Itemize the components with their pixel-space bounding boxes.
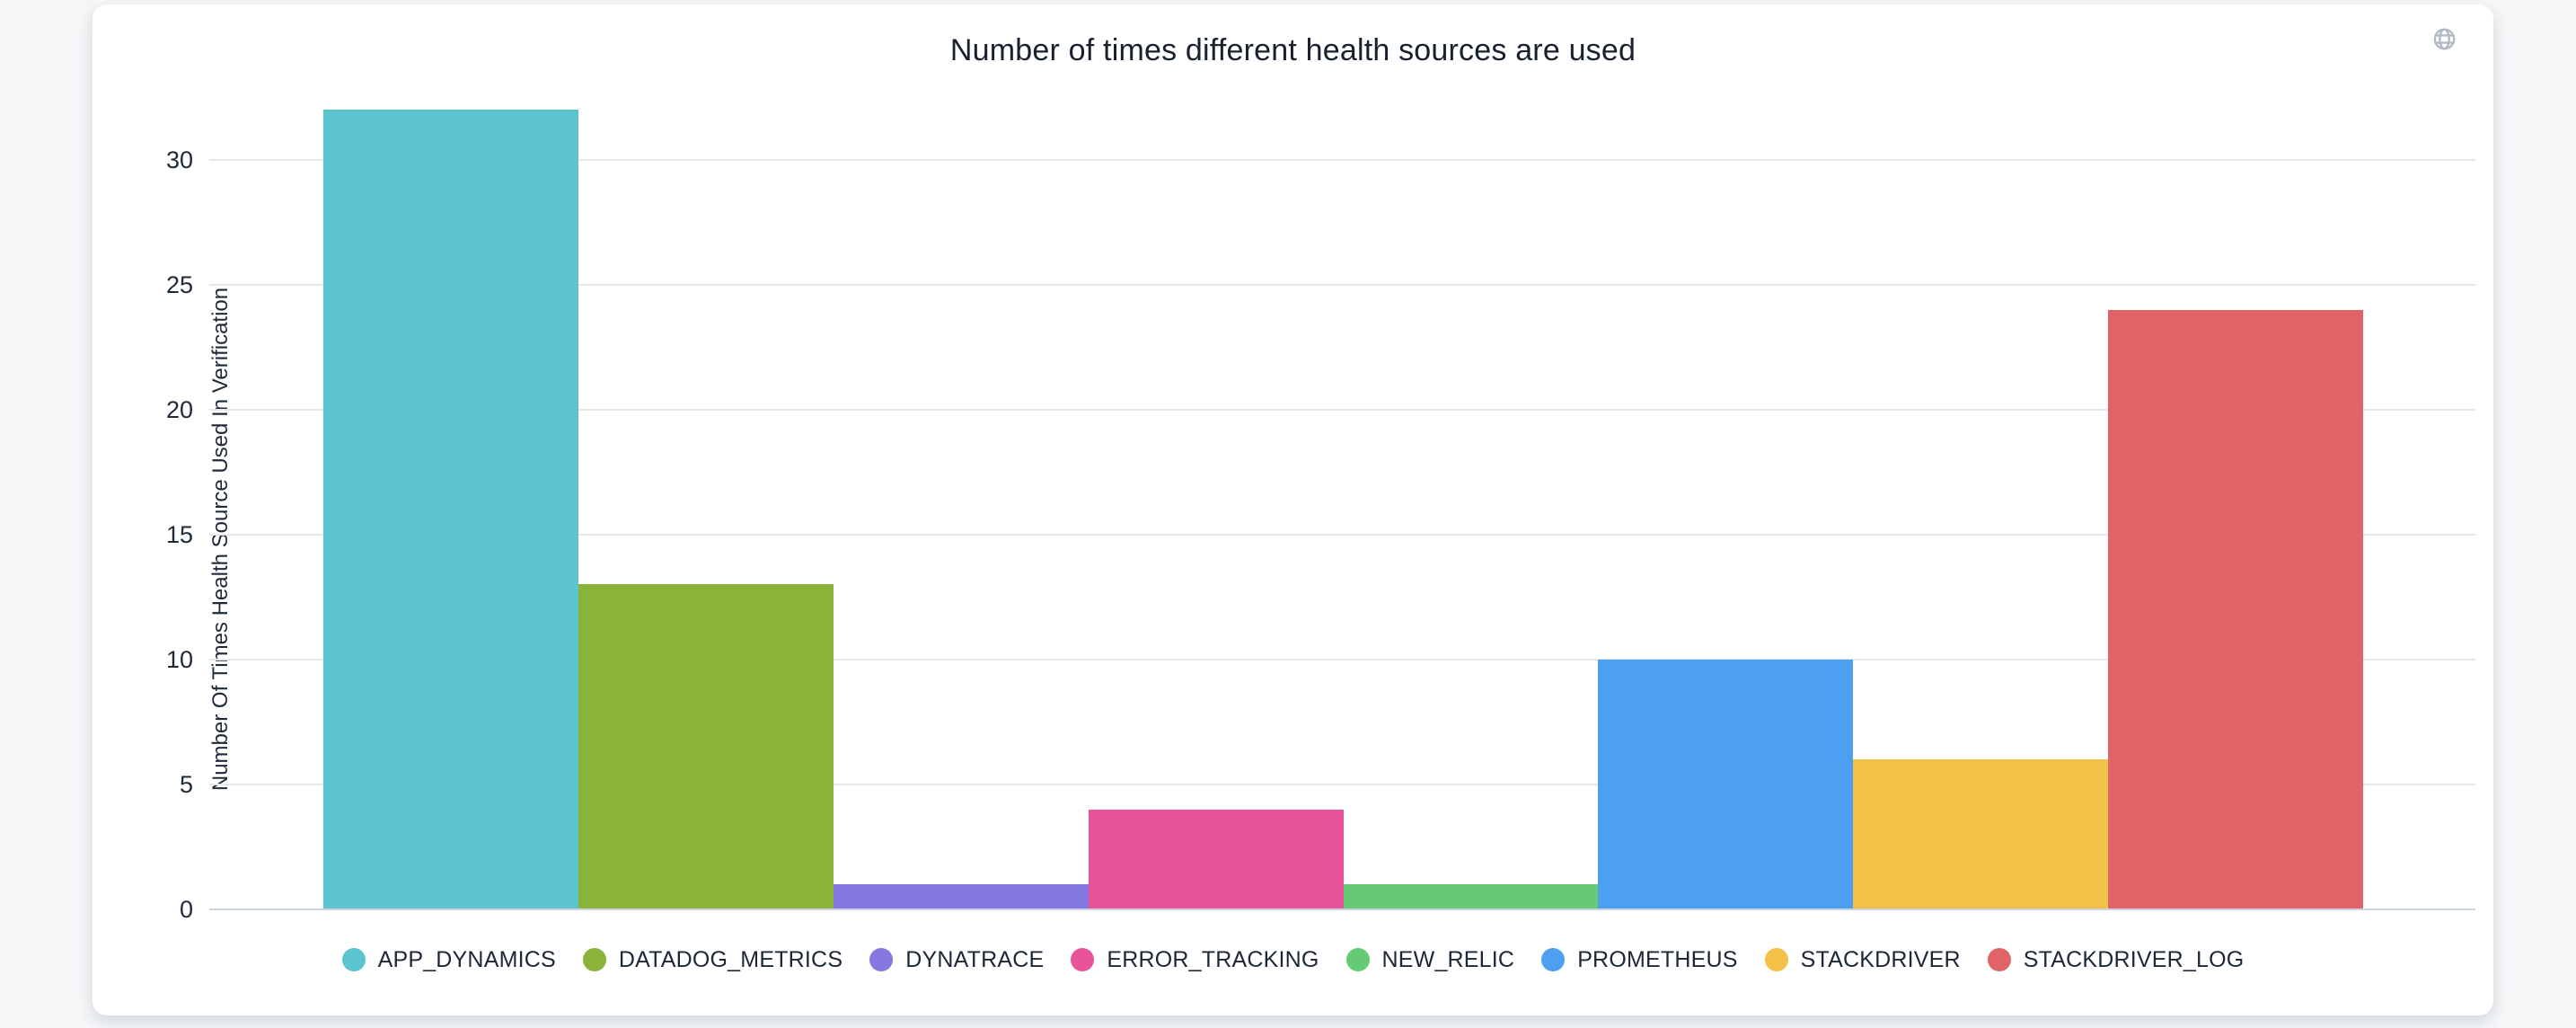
legend-dot-icon [1987, 948, 2011, 971]
legend-item-new_relic[interactable]: NEW_RELIC [1345, 946, 1515, 973]
bars-container [322, 110, 2364, 909]
legend-dot-icon [582, 948, 606, 971]
bar-app_dynamics[interactable] [322, 110, 578, 909]
gridline [209, 533, 2475, 536]
y-tick-label: 30 [165, 146, 193, 173]
legend-item-datadog_metrics[interactable]: DATADOG_METRICS [582, 946, 843, 973]
legend-label: NEW_RELIC [1381, 946, 1515, 972]
y-tick-label: 25 [165, 270, 193, 298]
globe-icon-glyph [2433, 28, 2455, 49]
bar-error_tracking[interactable] [1088, 809, 1344, 909]
globe-icon[interactable] [2422, 17, 2466, 60]
gridline [209, 158, 2475, 161]
legend-item-prometheus[interactable]: PROMETHEUS [1541, 947, 1737, 973]
legend-label: STACKDRIVER [1800, 946, 1961, 972]
legend-label: ERROR_TRACKING [1107, 946, 1319, 972]
legend-label: PROMETHEUS [1577, 946, 1738, 972]
gridline [209, 783, 2475, 785]
bar-dynatrace[interactable] [833, 884, 1089, 909]
legend-item-stackdriver_log[interactable]: STACKDRIVER_LOG [1987, 946, 2245, 973]
y-tick-label: 5 [179, 770, 193, 798]
legend-item-stackdriver[interactable]: STACKDRIVER [1764, 946, 1961, 973]
plot-area: 0 5 10 15 20 25 30 [166, 110, 2475, 923]
legend-dot-icon [1071, 948, 1095, 971]
bar-stackdriver_log[interactable] [2108, 309, 2364, 909]
legend-label: DATADOG_METRICS [618, 946, 843, 972]
gridline [209, 283, 2475, 286]
legend: APP_DYNAMICS DATADOG_METRICS DYNATRACE ERRO… [93, 939, 2493, 980]
gridline [209, 408, 2475, 411]
gridline [209, 658, 2475, 660]
bar-stackdriver[interactable] [1853, 759, 2109, 909]
bar-new_relic[interactable] [1343, 884, 1599, 909]
legend-item-app_dynamics[interactable]: APP_DYNAMICS [341, 946, 556, 973]
y-tick-label: 0 [179, 896, 193, 923]
legend-label: DYNATRACE [905, 946, 1045, 972]
legend-dot-icon [1541, 948, 1566, 971]
legend-label: STACKDRIVER_LOG [2023, 946, 2245, 972]
x-axis-baseline [209, 908, 2475, 910]
y-tick-label: 20 [165, 395, 193, 423]
y-tick-label: 15 [165, 520, 193, 548]
legend-dot-icon [1764, 948, 1788, 971]
y-tick-label: 10 [165, 645, 193, 673]
legend-label: APP_DYNAMICS [377, 946, 556, 972]
legend-dot-icon [341, 948, 366, 971]
legend-item-dynatrace[interactable]: DYNATRACE [869, 947, 1044, 973]
legend-dot-icon [1345, 948, 1370, 971]
legend-item-error_tracking[interactable]: ERROR_TRACKING [1071, 947, 1319, 973]
chart-title: Number of times different health sources… [949, 33, 1636, 67]
bar-prometheus[interactable] [1598, 659, 1854, 909]
bar-datadog_metrics[interactable] [578, 584, 834, 909]
legend-dot-icon [869, 948, 894, 971]
chart-card: Number of times different health sources… [93, 4, 2493, 1015]
